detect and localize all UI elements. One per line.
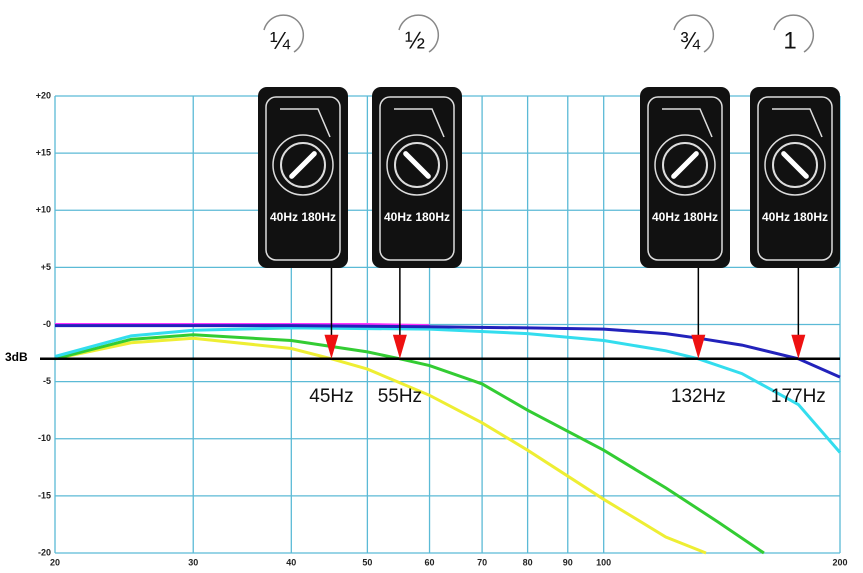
knob-body — [258, 87, 348, 268]
knob-body — [372, 87, 462, 268]
knob-label: 40Hz 180Hz — [762, 210, 828, 224]
y-tick-label: +5 — [41, 262, 51, 272]
turn-label: ¾ — [680, 27, 701, 54]
x-tick-label: 70 — [477, 557, 487, 567]
marker-label: 55Hz — [378, 386, 422, 407]
response-curve — [55, 338, 706, 553]
x-tick-label: 90 — [563, 557, 573, 567]
threshold-label: 3dB — [5, 350, 28, 364]
y-tick-label: +20 — [36, 90, 51, 100]
chart: 20 30 40 50 60 70 80 90 100 200 +20 +15 +10 +5 -0 -5 -10… — [0, 0, 863, 573]
marker-label: 132Hz — [671, 386, 726, 407]
x-tick-label: 20 — [50, 557, 60, 567]
knob-label: 40Hz 180Hz — [384, 210, 450, 224]
marker-arrow — [691, 335, 705, 359]
knob: 40Hz 180Hz ¾ — [640, 15, 730, 268]
knob-body — [750, 87, 840, 268]
x-tick-label: 100 — [596, 557, 611, 567]
knob: 40Hz 180Hz 1 — [750, 15, 840, 268]
y-tick-label: -20 — [38, 547, 51, 557]
x-tick-label: 50 — [362, 557, 372, 567]
y-tick-label: -15 — [38, 490, 51, 500]
turn-label: ¼ — [270, 27, 291, 54]
x-tick-label: 60 — [425, 557, 435, 567]
y-tick-label: +15 — [36, 148, 51, 158]
marker-label: 177Hz — [771, 386, 826, 407]
turn-label: 1 — [783, 27, 796, 54]
response-curve — [55, 335, 764, 553]
knob-label: 40Hz 180Hz — [652, 210, 718, 224]
marker-arrow — [791, 335, 805, 359]
x-tick-label: 30 — [188, 557, 198, 567]
y-tick-label: +10 — [36, 205, 51, 215]
x-tick-label: 40 — [286, 557, 296, 567]
y-tick-label: -0 — [43, 319, 51, 329]
x-tick-label: 200 — [832, 557, 847, 567]
y-tick-label: -10 — [38, 433, 51, 443]
marker-arrow — [393, 335, 407, 359]
marker-label: 45Hz — [309, 386, 353, 407]
knob-label: 40Hz 180Hz — [270, 210, 336, 224]
x-tick-label: 80 — [523, 557, 533, 567]
knob-body — [640, 87, 730, 268]
turn-label: ½ — [405, 27, 425, 54]
knob: 40Hz 180Hz ½ — [372, 15, 462, 268]
knob: 40Hz 180Hz ¼ — [258, 15, 348, 268]
y-tick-label: -5 — [43, 376, 51, 386]
